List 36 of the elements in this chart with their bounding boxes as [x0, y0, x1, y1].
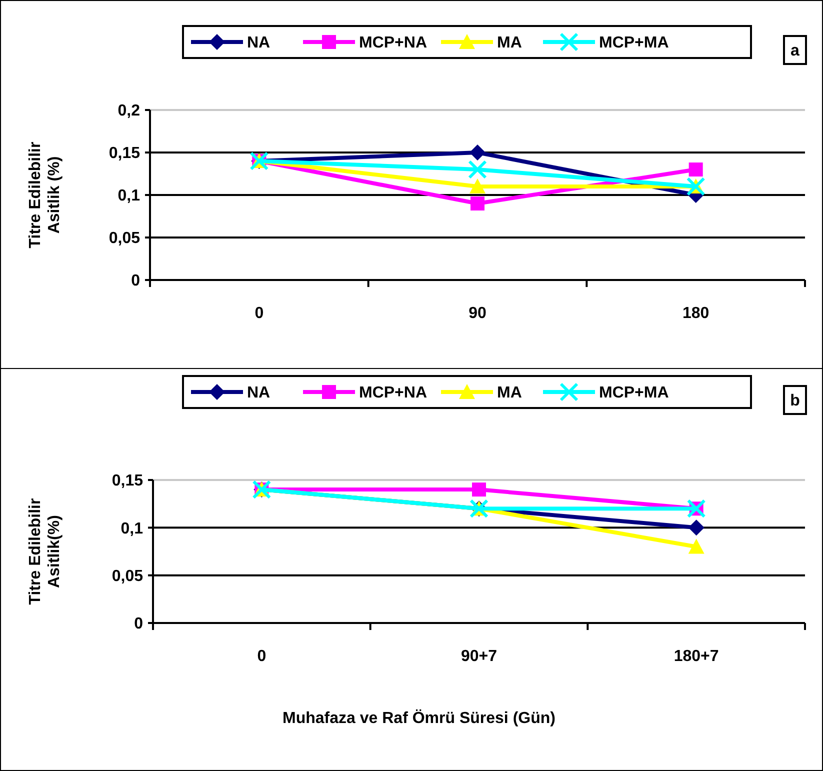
legend-label: MCP+NA [359, 34, 428, 52]
x-axis-title: Muhafaza ve Raf Ömrü Süresi (Gün) [282, 709, 556, 727]
y-tick-label: 0,1 [118, 188, 140, 205]
y-tick-label: 0,05 [108, 230, 140, 248]
legend-label: NA [247, 384, 271, 402]
point [472, 482, 486, 497]
legend-label: MCP+NA [359, 384, 428, 402]
y-tick-label: 0,05 [112, 568, 144, 585]
y-tick-label: 0 [131, 272, 140, 290]
point [688, 162, 703, 176]
point [688, 538, 704, 554]
y-axis-title: Titre Edilebilir Asitlik (%) [27, 142, 63, 248]
x-tick-label: 90 [468, 305, 486, 322]
x-tick-label: 0 [254, 305, 264, 322]
y-tick-label: 0,2 [118, 102, 140, 120]
x-tick-label: 90+7 [460, 648, 498, 665]
point [470, 144, 486, 160]
x-tick-label: 180+7 [674, 648, 719, 665]
x-tick-label: 180 [682, 305, 710, 322]
legend-label: MA [497, 34, 522, 52]
y-tick-label: 0,15 [108, 145, 140, 162]
legend-label: MA [497, 384, 522, 402]
text: a [790, 42, 800, 60]
point [470, 178, 486, 194]
legend-label: MCP+MA [599, 34, 670, 52]
legend-label: MCP+MA [599, 384, 670, 402]
point [468, 160, 487, 179]
legend-label: NA [247, 34, 271, 52]
y-tick-label: 0 [134, 616, 144, 633]
y-tick-label: 0,15 [112, 472, 144, 490]
text: b [790, 392, 800, 410]
x-tick-label: 0 [257, 648, 266, 665]
y-tick-label: 0,1 [120, 520, 144, 538]
point [688, 520, 704, 536]
point [470, 196, 484, 210]
y-axis-title: Titre Edilebilir Asitlik(%) [27, 498, 63, 605]
